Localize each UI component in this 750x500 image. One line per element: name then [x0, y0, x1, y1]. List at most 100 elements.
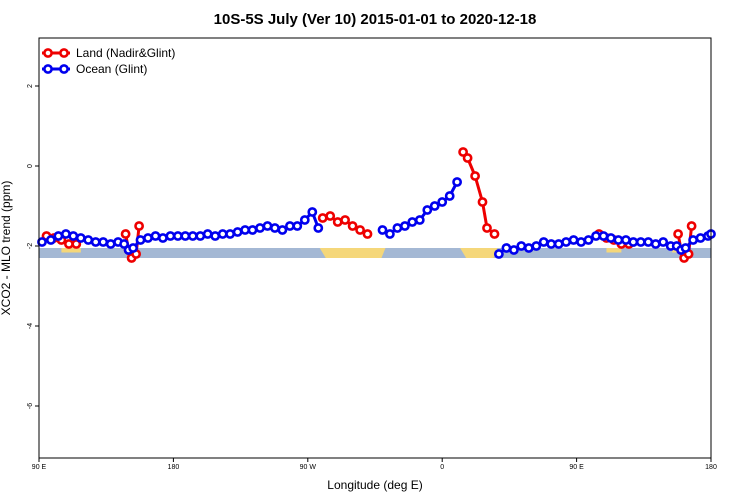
series-1-point	[613, 235, 624, 245]
series-1-point	[119, 239, 129, 249]
x-tick-label: 180	[705, 464, 717, 471]
series-1-point	[105, 239, 116, 249]
series-1-point	[568, 235, 579, 245]
x-axis-label: Longitude (deg E)	[327, 478, 422, 492]
series-1-point	[225, 229, 235, 239]
series-0-point	[120, 229, 131, 239]
series-1-point	[255, 223, 265, 233]
strip-land-0	[319, 248, 386, 258]
series-1-point	[210, 231, 221, 241]
series-1-point	[591, 231, 601, 241]
series-1-point	[307, 207, 318, 217]
series-1-point	[437, 197, 448, 207]
series-0-point	[489, 229, 500, 239]
x-axis: 90 E 180 90 W 0 90 E 180	[32, 458, 717, 471]
series-1-point	[576, 237, 586, 247]
strip-island-2	[606, 248, 622, 253]
series-1-point	[83, 235, 94, 245]
legend-label-1: Ocean (Glint)	[76, 62, 147, 76]
series-0-point	[477, 197, 488, 207]
series-0-point	[71, 239, 82, 249]
series-1-point	[628, 237, 639, 247]
y-tick-label: -4	[27, 323, 34, 329]
series-1-point	[546, 239, 557, 249]
series-1-point	[680, 243, 691, 253]
series-0-point	[134, 221, 144, 231]
series-1-point	[75, 233, 86, 243]
series-1-point	[195, 231, 206, 241]
series-1-point	[46, 235, 56, 245]
y-tick-label: 2	[27, 84, 34, 88]
series-1-point	[399, 221, 410, 231]
legend-marker	[43, 64, 53, 74]
series-0-point	[686, 221, 697, 231]
series-1-point	[414, 215, 425, 225]
series-1-point	[561, 237, 571, 247]
series-1-point	[688, 235, 698, 245]
series-1-point	[516, 241, 527, 251]
series-1-point	[299, 215, 310, 225]
series-1-point	[429, 201, 440, 211]
series-1-point	[452, 177, 462, 187]
series-1-point	[538, 237, 549, 247]
series-1-point	[128, 243, 138, 253]
series-0-point	[332, 217, 343, 227]
series-1-point	[202, 229, 213, 239]
chart-title: 10S-5S July (Ver 10) 2015-01-01 to 2020-…	[214, 11, 537, 28]
y-axis: 2 0 -2 -4 -6	[27, 84, 39, 409]
y-tick-label: 0	[27, 164, 34, 168]
series-1-point	[269, 223, 280, 233]
y-axis-label: XCO2 - MLO trend (ppm)	[0, 181, 13, 316]
series-1-point	[493, 249, 504, 259]
series-1-point	[384, 229, 395, 239]
y-tick-label: -6	[27, 403, 34, 409]
x-tick-label: 0	[440, 464, 444, 471]
series-1-point	[531, 241, 542, 251]
series-1-point	[509, 245, 519, 255]
surface-strip	[39, 248, 711, 258]
series-0-point	[462, 153, 473, 163]
series-1-point	[606, 233, 616, 243]
series-0-point	[325, 211, 336, 221]
series-0-point	[458, 147, 468, 157]
series-0-point	[470, 171, 480, 181]
series-1-point	[277, 225, 288, 235]
series-1-point	[157, 233, 168, 243]
x-tick-label: 180	[168, 464, 180, 471]
series-0-point	[482, 223, 492, 233]
legend-label-0: Land (Nadir&Glint)	[76, 46, 175, 60]
series-1-point	[232, 227, 243, 237]
series-1-point	[90, 237, 101, 247]
y-tick-label: -2	[27, 243, 34, 249]
series-1-point	[68, 231, 79, 241]
x-tick-label: 90 W	[300, 464, 317, 471]
legend-marker	[43, 48, 53, 58]
series-1-point	[292, 221, 303, 231]
legend: Land (Nadir&Glint) Ocean (Glint)	[42, 46, 175, 76]
series-1-point	[247, 225, 258, 235]
series-1-point	[407, 217, 418, 227]
series-0-line-3	[461, 151, 496, 236]
series-1-point	[262, 221, 273, 231]
series-1-point	[598, 231, 609, 241]
plot-frame	[38, 37, 712, 459]
series-1-point	[53, 231, 64, 241]
series-1-point	[658, 237, 669, 247]
legend-marker	[59, 48, 69, 58]
series-1-point	[635, 237, 646, 247]
x-tick-label: 90 E	[569, 464, 584, 471]
series-1-point	[621, 235, 631, 245]
series-1-point	[180, 231, 191, 241]
series-1-point	[165, 231, 176, 241]
series-1	[37, 177, 716, 259]
series-1-point	[444, 191, 455, 201]
strip-land-1	[460, 248, 498, 258]
series-1-point	[187, 231, 198, 241]
legend-marker	[59, 64, 69, 74]
series-1-point	[501, 243, 512, 253]
series-1-point	[523, 243, 534, 253]
strip-island-0	[61, 248, 81, 253]
series-1-point	[37, 237, 47, 247]
series-0-point	[317, 213, 328, 223]
series-1-point	[61, 229, 71, 239]
